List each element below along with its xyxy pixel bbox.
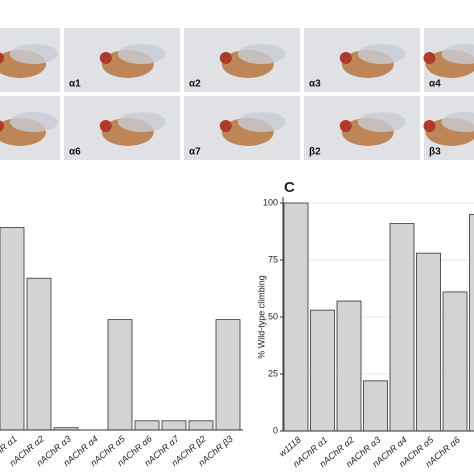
bar xyxy=(188,420,214,431)
fly-wing xyxy=(357,112,406,132)
fly-eye xyxy=(339,120,352,132)
bar xyxy=(107,319,133,431)
bar xyxy=(310,309,335,432)
panel-label: C xyxy=(284,179,295,196)
photo-label: α2 xyxy=(189,79,201,90)
y-tick-label: 75 xyxy=(268,254,278,264)
fly-wing xyxy=(10,44,58,64)
fly-wing xyxy=(117,44,166,64)
photo-label: β3 xyxy=(429,147,441,158)
bar xyxy=(134,420,160,431)
bar xyxy=(416,252,441,432)
fly-wing xyxy=(10,112,58,132)
fly-eye xyxy=(99,120,112,132)
fly-wing xyxy=(117,112,166,132)
bar xyxy=(283,202,309,432)
fly-eye xyxy=(423,120,436,132)
photo-label: α1 xyxy=(69,79,81,90)
y-tick-label: 100 xyxy=(263,197,278,207)
photo-label: α6 xyxy=(69,147,81,158)
y-axis-label: % Wild-type climbing xyxy=(256,275,266,359)
bar xyxy=(363,380,388,432)
bar xyxy=(26,277,52,431)
fly-eye xyxy=(99,52,112,64)
fly-eye xyxy=(0,120,4,132)
fly-eye xyxy=(423,52,436,64)
fly-eye xyxy=(0,52,4,64)
fly-wing xyxy=(441,112,474,132)
bar xyxy=(0,227,25,431)
fly-eye xyxy=(339,52,352,64)
bar xyxy=(442,291,468,432)
fly-eye xyxy=(219,52,232,64)
fly-wing xyxy=(237,44,286,64)
y-tick-label: 0 xyxy=(273,425,278,435)
fly-wing xyxy=(237,112,286,132)
bar xyxy=(215,319,241,431)
bar xyxy=(389,223,415,432)
fly-wing xyxy=(441,44,474,64)
y-tick-label: 50 xyxy=(268,311,278,321)
bar xyxy=(336,300,362,432)
y-tick-label: 25 xyxy=(268,368,278,378)
fly-eye xyxy=(219,120,232,132)
photo-label: α3 xyxy=(309,79,321,90)
photo-label: α7 xyxy=(189,147,201,158)
bar xyxy=(469,213,474,432)
photo-label: β2 xyxy=(309,147,321,158)
photo-label: α4 xyxy=(429,79,441,90)
bar xyxy=(161,420,187,431)
fly-wing xyxy=(357,44,406,64)
